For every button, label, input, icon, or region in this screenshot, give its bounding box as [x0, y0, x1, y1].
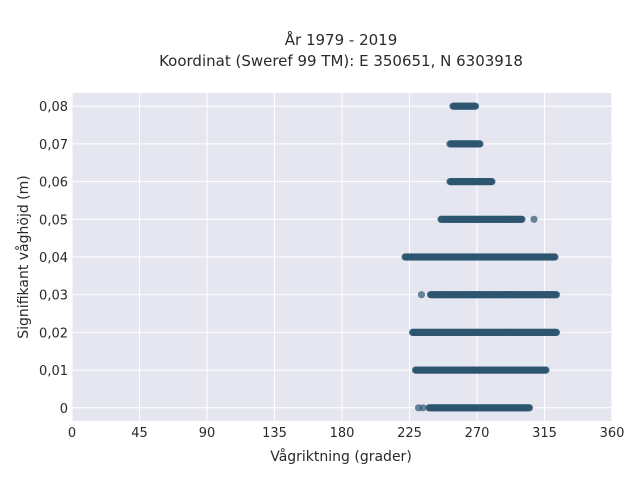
x-tick-label: 225	[397, 426, 422, 441]
y-tick-label: 0	[60, 402, 68, 417]
x-tick-label: 0	[68, 426, 76, 441]
scatter-point	[417, 291, 426, 299]
scatter-point	[471, 102, 480, 110]
scatter-point	[530, 215, 538, 223]
y-tick-label: 0,08	[39, 100, 68, 115]
x-tick-label: 135	[262, 426, 287, 441]
scatter-point	[419, 404, 427, 412]
y-tick-label: 0,03	[39, 289, 68, 304]
scatter-point	[542, 366, 550, 374]
scatter-point	[476, 140, 484, 148]
x-tick-label: 270	[465, 426, 490, 441]
x-tick-label: 90	[199, 426, 216, 441]
y-tick-label: 0,05	[39, 213, 68, 228]
y-tick-label: 0,04	[39, 251, 68, 266]
scatter-point	[552, 328, 561, 336]
y-tick-label: 0,01	[39, 364, 68, 379]
y-axis-label: Signifikant våghöjd (m)	[15, 175, 32, 338]
y-tick-labels: 0 0,01 0,02 0,03 0,04 0,05 0,06 0,07 0,08	[39, 100, 68, 417]
y-tick-label: 0,06	[39, 176, 68, 191]
x-tick-label: 45	[131, 426, 148, 441]
x-tick-label: 315	[532, 426, 557, 441]
scatter-point	[551, 253, 559, 261]
y-tick-label: 0,07	[39, 138, 68, 153]
x-axis-label: Vågriktning (grader)	[270, 448, 412, 465]
scatter-point	[518, 215, 526, 223]
chart-title-line2: Koordinat (Sweref 99 TM): E 350651, N 63…	[159, 52, 523, 70]
scatter-points	[401, 102, 561, 412]
scatter-point	[552, 291, 561, 299]
y-tick-label: 0,02	[39, 326, 68, 341]
x-tick-label: 180	[330, 426, 355, 441]
scatter-point	[488, 178, 496, 186]
x-tick-labels: 0 45 90 135 180 225 270 315 360	[68, 426, 625, 441]
chart-title-line1: År 1979 - 2019	[285, 30, 398, 49]
x-tick-label: 360	[600, 426, 625, 441]
scatter-point	[525, 404, 534, 412]
